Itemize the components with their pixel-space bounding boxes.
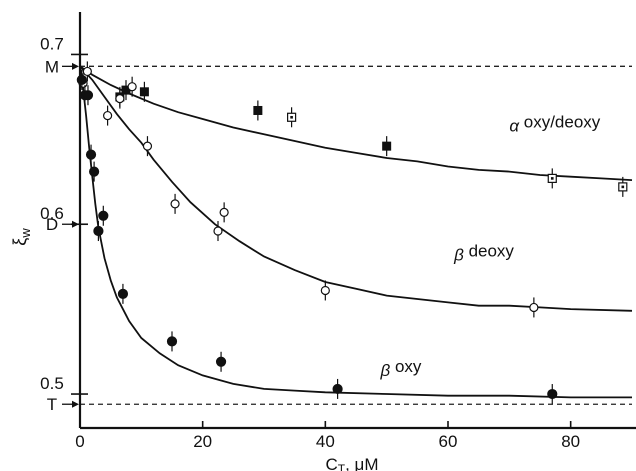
y-tick-label: 0.5: [40, 374, 64, 393]
data-point: [93, 221, 104, 242]
data-point: [287, 107, 297, 128]
marker-filled-circle: [82, 90, 94, 101]
x-tick-label: 40: [316, 432, 335, 451]
reference-arrowhead-t: [72, 400, 79, 408]
marker-open-circle: [142, 141, 153, 151]
x-tick-label: 80: [561, 432, 580, 451]
data-point: [618, 176, 628, 197]
data-point: [115, 88, 125, 109]
reference-label-m: M: [45, 57, 59, 76]
data-point: [547, 384, 558, 405]
data-point: [89, 161, 100, 182]
reference-label-t: T: [47, 395, 57, 414]
y-tick-label: 0.7: [40, 34, 64, 53]
data-point: [166, 331, 178, 352]
data-point: [213, 221, 223, 242]
marker-open-circle: [170, 199, 180, 209]
marker-open-square-dot: [290, 115, 293, 119]
marker-filled-square: [382, 141, 392, 151]
data-point: [219, 202, 229, 223]
series-label-text: oxy/deoxy: [524, 112, 601, 131]
marker-filled-circle: [89, 166, 100, 177]
data-point: [127, 76, 137, 97]
series-label-0: α oxy/deoxy: [509, 112, 600, 135]
data-point: [142, 136, 153, 157]
marker-open-circle: [127, 82, 137, 92]
series-label-2: β oxy: [380, 357, 422, 380]
data-point: [117, 283, 129, 304]
marker-open-circle: [529, 302, 539, 313]
marker-open-circle: [115, 93, 125, 104]
x-tick-label: 0: [75, 432, 84, 451]
data-point: [82, 61, 92, 82]
reference-lines: M D T: [45, 57, 632, 414]
ticks: 0 20 40 60 80 0.5 0.6 0.7: [40, 34, 580, 451]
data-point: [85, 144, 97, 165]
series-label-1: β deoxy: [453, 242, 514, 265]
marker-open-circle: [219, 207, 229, 217]
marker-filled-circle: [85, 149, 97, 160]
reference-label-d: D: [46, 215, 58, 234]
marker-filled-circle: [93, 225, 104, 237]
axes: [78, 12, 636, 430]
x-tick-label: 20: [193, 432, 212, 451]
marker-filled-circle: [547, 388, 558, 400]
series-label-text: deoxy: [469, 242, 515, 261]
marker-filled-circle: [117, 288, 129, 299]
marker-filled-circle: [166, 336, 178, 347]
data-point: [253, 100, 263, 121]
marker-filled-square: [139, 87, 149, 97]
marker-open-circle: [102, 110, 113, 121]
data-point: [98, 205, 109, 226]
data-point: [139, 81, 149, 102]
data-point: [102, 105, 113, 126]
data-points: [76, 61, 628, 405]
marker-open-circle: [213, 226, 223, 236]
data-point: [382, 136, 392, 157]
marker-open-circle: [82, 66, 92, 77]
marker-filled-circle: [332, 383, 343, 395]
y-axis-label: ξw: [10, 228, 33, 246]
fit-curve-0: [79, 65, 633, 181]
data-point: [215, 351, 227, 372]
data-point: [529, 297, 539, 318]
data-point: [170, 193, 180, 214]
reference-arrowhead-m: [72, 62, 79, 70]
data-point: [82, 85, 94, 106]
x-tick-label: 60: [439, 432, 458, 451]
series-label-greek: β: [380, 361, 395, 380]
data-point: [332, 378, 343, 399]
data-point: [547, 168, 557, 189]
marker-open-square-dot: [621, 185, 625, 189]
marker-filled-circle: [215, 356, 227, 367]
series-label-greek: β: [453, 246, 468, 265]
series-label-text: oxy: [395, 357, 422, 376]
marker-filled-circle: [76, 74, 87, 86]
y-tick-label: 0.6: [40, 204, 64, 223]
marker-open-circle: [320, 285, 330, 296]
marker-filled-circle: [98, 210, 109, 221]
marker-open-square-dot: [550, 177, 554, 180]
fit-curve-1: [79, 65, 633, 312]
data-point: [320, 280, 330, 301]
marker-filled-square: [253, 105, 263, 115]
series-label-greek: α: [509, 116, 523, 135]
x-axis-label: CT, μM: [325, 455, 378, 471]
